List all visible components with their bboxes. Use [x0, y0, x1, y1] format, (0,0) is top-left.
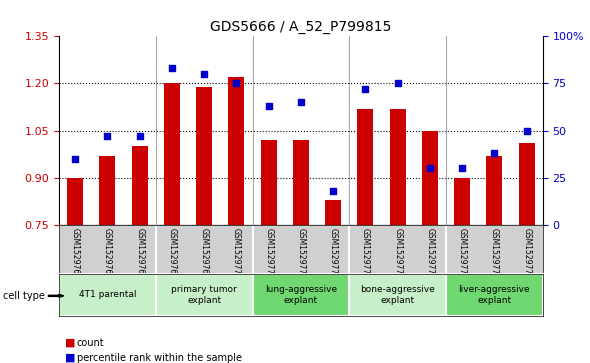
Point [329, 188, 338, 194]
Text: ■: ■ [65, 338, 76, 348]
Bar [99, 156, 116, 225]
Text: GSM1529765: GSM1529765 [71, 228, 80, 279]
Text: GSM1529768: GSM1529768 [168, 228, 176, 278]
Text: percentile rank within the sample: percentile rank within the sample [77, 352, 242, 363]
Bar [519, 143, 535, 225]
Text: GSM1529766: GSM1529766 [103, 228, 112, 279]
Bar [358, 109, 373, 225]
Bar [446, 274, 543, 316]
Point [264, 103, 273, 109]
Bar [389, 109, 406, 225]
Point [296, 99, 306, 105]
Text: bone-aggressive
explant: bone-aggressive explant [360, 285, 435, 305]
Text: liver-aggressive
explant: liver-aggressive explant [458, 285, 530, 305]
Text: ■: ■ [65, 352, 76, 363]
Text: 4T1 parental: 4T1 parental [78, 290, 136, 299]
Title: GDS5666 / A_52_P799815: GDS5666 / A_52_P799815 [210, 20, 392, 34]
Text: lung-aggressive
explant: lung-aggressive explant [265, 285, 337, 305]
Bar [196, 87, 212, 225]
Bar [228, 77, 244, 225]
Point [522, 128, 532, 134]
Point [360, 86, 370, 92]
Bar [59, 274, 156, 316]
Text: GSM1529772: GSM1529772 [296, 228, 306, 278]
Point [425, 166, 435, 171]
Text: cell type: cell type [3, 291, 45, 301]
Bar [67, 178, 83, 225]
Text: GSM1529769: GSM1529769 [199, 228, 209, 279]
Text: GSM1529773: GSM1529773 [329, 228, 337, 279]
Point [70, 156, 80, 162]
Bar [486, 156, 503, 225]
Point [490, 150, 499, 156]
Point [393, 81, 402, 86]
Bar [325, 200, 341, 225]
Text: GSM1529776: GSM1529776 [425, 228, 434, 279]
Text: GSM1529775: GSM1529775 [393, 228, 402, 279]
Text: GSM1529767: GSM1529767 [135, 228, 144, 279]
Text: GSM1529770: GSM1529770 [232, 228, 241, 279]
Text: primary tumor
explant: primary tumor explant [171, 285, 237, 305]
Bar [293, 140, 309, 225]
Point [135, 134, 145, 139]
Text: count: count [77, 338, 104, 348]
Text: GSM1529777: GSM1529777 [458, 228, 467, 279]
Text: GSM1529779: GSM1529779 [522, 228, 531, 279]
Bar [164, 83, 180, 225]
Text: GSM1529778: GSM1529778 [490, 228, 499, 278]
Bar [132, 146, 148, 225]
Point [457, 166, 467, 171]
Bar [454, 178, 470, 225]
Bar [422, 131, 438, 225]
Text: GSM1529771: GSM1529771 [264, 228, 273, 278]
Text: GSM1529774: GSM1529774 [361, 228, 370, 279]
Point [232, 81, 241, 86]
Point [167, 65, 176, 71]
Bar [261, 140, 277, 225]
Bar [253, 274, 349, 316]
Point [103, 134, 112, 139]
Bar [156, 274, 253, 316]
Bar [349, 274, 446, 316]
Point [199, 71, 209, 77]
